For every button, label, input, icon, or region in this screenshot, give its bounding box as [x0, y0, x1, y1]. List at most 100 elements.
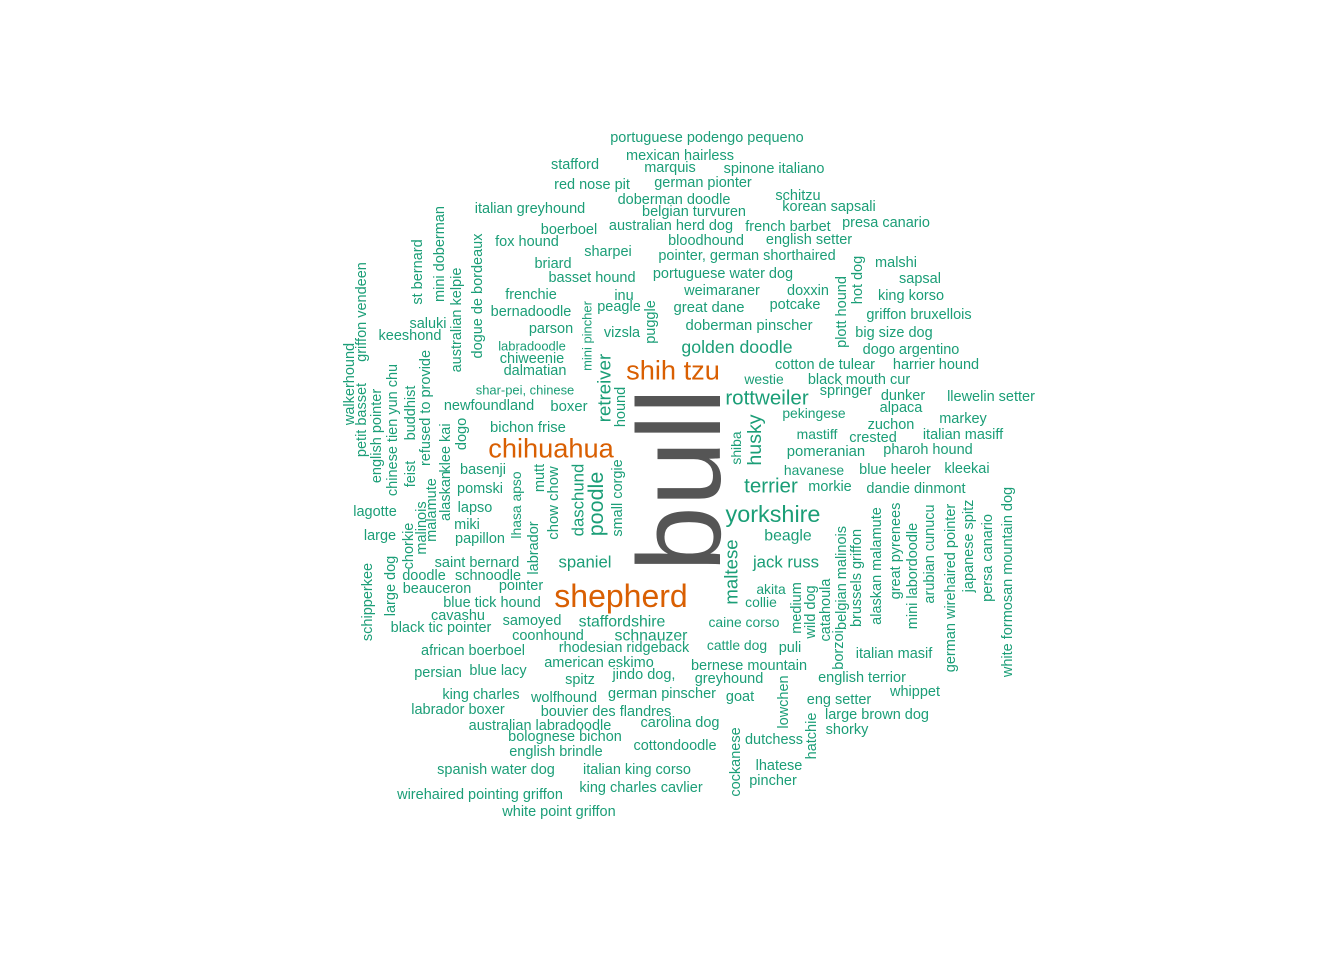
word-doberman-pinscher: doberman pinscher	[685, 318, 812, 334]
word-lapso: lapso	[458, 500, 493, 516]
word-bloodhound: bloodhound	[668, 233, 744, 249]
word-cottondoodle: cottondoodle	[633, 738, 716, 754]
word-large-brown-dog: large brown dog	[825, 707, 929, 723]
word-large-dog: large dog	[383, 556, 399, 616]
word-english-brindle: english brindle	[509, 744, 603, 760]
word-yorkshire: yorkshire	[726, 501, 821, 527]
word-staffordshire: staffordshire	[579, 614, 666, 631]
word-bernadoodle: bernadoodle	[491, 304, 572, 320]
word-petit-basset: petit basset	[354, 383, 370, 457]
word-lagotte: lagotte	[353, 504, 397, 520]
word-pharoh-hound: pharoh hound	[883, 442, 973, 458]
word-feist: feist	[403, 461, 419, 488]
word-beauceron: beauceron	[403, 581, 472, 597]
word-lowchen: lowchen	[776, 675, 792, 728]
word-plott-hound: plott hound	[834, 276, 850, 348]
word-griffon-vendeen: griffon vendeen	[354, 262, 370, 362]
word-malshi: malshi	[875, 255, 917, 271]
word-chiweenie: chiweenie	[500, 351, 565, 367]
word-medium: medium	[789, 582, 805, 634]
word-keeshond: keeshond	[379, 328, 442, 344]
word-weimaraner: weimaraner	[683, 283, 760, 299]
word-vizsla: vizsla	[604, 325, 641, 341]
word-carolina-dog: carolina dog	[641, 715, 720, 731]
word-basenji: basenji	[460, 462, 506, 478]
word-alpaca: alpaca	[880, 400, 924, 416]
word-wild-dog: wild dog	[803, 585, 819, 639]
word-bolognese-bichon: bolognese bichon	[508, 729, 622, 745]
word-shiba: shiba	[728, 431, 744, 464]
word-black-mouth-cur: black mouth cur	[808, 372, 911, 388]
word-doxxin: doxxin	[787, 283, 829, 299]
word-rhodesian-ridgeback: rhodesian ridgeback	[559, 640, 690, 656]
word-great-pyrenees: great pyrenees	[888, 503, 904, 600]
word-kleekai: kleekai	[944, 461, 989, 477]
word-briard: briard	[534, 256, 571, 272]
word-sharpei: sharpei	[584, 244, 632, 260]
word-akita: akita	[756, 581, 786, 597]
word-puli: puli	[779, 640, 802, 656]
word-wirehaired-pointing-griffon: wirehaired pointing griffon	[396, 787, 563, 803]
word-spanish-water-dog: spanish water dog	[437, 762, 555, 778]
word-beagle: beagle	[764, 528, 812, 545]
word-cavashu: cavashu	[431, 608, 485, 624]
word-bull: bull	[614, 388, 746, 572]
word-small-corgie: small corgie	[610, 459, 626, 536]
word-english-setter: english setter	[766, 232, 852, 248]
word-stafford: stafford	[551, 157, 599, 173]
word-schipperkee: schipperkee	[360, 563, 376, 641]
word-belgian-malinois: belgian malinois	[834, 526, 850, 630]
word-king-charles: king charles	[442, 687, 519, 703]
word-springer: springer	[820, 383, 873, 399]
word-buddhist: buddhist	[403, 386, 419, 441]
word-schnauzer: schnauzer	[615, 628, 688, 645]
word-poodle: poodle	[584, 472, 608, 537]
word-westie: westie	[743, 371, 784, 387]
word-australian-herd-dog: australian herd dog	[609, 218, 733, 234]
word-mutt: mutt	[532, 464, 548, 492]
word-king-charles-cavlier: king charles cavlier	[579, 780, 702, 796]
word-wolfhound: wolfhound	[530, 690, 597, 706]
word-persa-canario: persa canario	[980, 514, 996, 602]
word-rottweiler: rottweiler	[725, 387, 809, 410]
word-big-size-dog: big size dog	[855, 325, 932, 341]
word-whippet: whippet	[889, 684, 940, 700]
word-german-pionter: german pionter	[654, 175, 752, 191]
word-cockanese: cockanese	[728, 727, 744, 796]
word-blue-tick-hound: blue tick hound	[443, 595, 541, 611]
word-mini-doberman: mini doberman	[432, 206, 448, 302]
word-german-pinscher: german pinscher	[608, 686, 716, 702]
word-havanese: havanese	[784, 462, 845, 478]
word-schitzu: schitzu	[775, 188, 820, 204]
word-jack-russ: jack russ	[752, 553, 819, 572]
word-shepherd: shepherd	[554, 578, 687, 614]
word-miki: miki	[454, 517, 480, 533]
word-maltese: maltese	[721, 539, 742, 604]
word-griffon-bruxellois: griffon bruxellois	[866, 307, 971, 323]
word-bichon-frise: bichon frise	[490, 420, 566, 436]
word-markey: markey	[939, 411, 987, 427]
word-chihuahua: chihuahua	[488, 433, 614, 464]
word-dogue-de-bordeaux: dogue de bordeaux	[470, 233, 486, 359]
word-korean-sapsali: korean sapsali	[782, 199, 876, 215]
word-labradoodle: labradoodle	[498, 339, 566, 354]
word-great-dane: great dane	[674, 300, 745, 316]
word-chorkie: chorkie	[401, 523, 417, 570]
word-harrier-hound: harrier hound	[893, 357, 979, 373]
word-peagle: peagle	[597, 299, 641, 315]
word-dalmatian: dalmatian	[504, 363, 567, 379]
word-bouvier-des-flandres: bouvier des flandres	[541, 704, 672, 720]
word-collie: collie	[745, 594, 777, 610]
word-labrador: labrador	[526, 521, 542, 574]
word-bernese-mountain: bernese mountain	[691, 658, 807, 674]
word-mini-labordoodle: mini labordoodle	[905, 523, 921, 629]
word-italian-greyhound: italian greyhound	[475, 201, 585, 217]
word-basset-hound: basset hound	[548, 270, 635, 286]
word-fox-hound: fox hound	[495, 234, 559, 250]
word-zuchon: zuchon	[868, 417, 915, 433]
word-hound: hound	[613, 387, 629, 427]
word-dogo: dogo	[454, 418, 470, 450]
word-chow-chow: chow chow	[546, 466, 562, 540]
word-shih-tzu: shih tzu	[626, 355, 720, 386]
word-black-tic-pointer: black tic pointer	[391, 620, 492, 636]
